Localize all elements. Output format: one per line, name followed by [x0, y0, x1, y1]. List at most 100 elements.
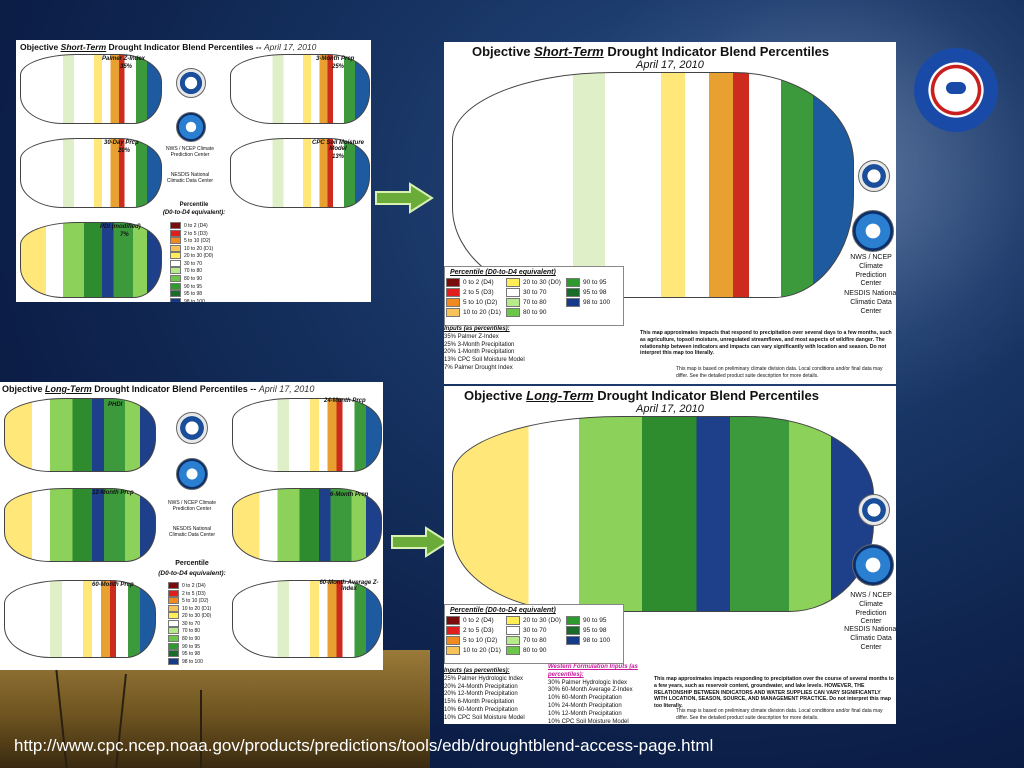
- map-label: 60-Month Average Z-Index: [319, 580, 379, 592]
- input-item: 10% CPC Soil Moisture Model: [548, 718, 629, 724]
- map-60month: [4, 580, 156, 658]
- legend-label: 30 to 70: [523, 627, 547, 635]
- legend-swatch: [506, 307, 520, 317]
- input-item: 10% 24-Month Precipitation: [548, 702, 622, 709]
- legend-swatch: [168, 589, 179, 597]
- legend-swatch: [506, 645, 520, 655]
- legend-swatch: [566, 278, 580, 287]
- legend-item: 5 to 10 (D2): [446, 297, 502, 308]
- noaa-logo-icon: [852, 210, 894, 252]
- legend-item: 2 to 5 (D3): [446, 287, 502, 298]
- map-label: 60-Month Prcp: [92, 582, 134, 588]
- legend-swatch: [506, 625, 520, 635]
- legend-label: 20 to 30 (D0): [182, 613, 212, 620]
- legend-label: 10 to 20 (D1): [463, 647, 501, 655]
- panel-title: Objective Long-Term Drought Indicator Bl…: [2, 384, 315, 394]
- legend-label: 2 to 5 (D3): [184, 230, 208, 237]
- description: This map approximates impacts that respo…: [640, 330, 892, 357]
- input-item: 10% CPC Soil Moisture Model: [444, 714, 525, 721]
- map-30day: [20, 138, 162, 208]
- legend-swatch: [170, 259, 181, 267]
- legend-swatch: [566, 625, 580, 635]
- legend-item: 95 to 98: [566, 287, 622, 298]
- legend-label: 70 to 80: [182, 628, 201, 635]
- org-ncdc: NESDIS National Climatic Data Center: [166, 172, 214, 185]
- map-pct: 25%: [332, 64, 345, 70]
- legend-swatch: [506, 287, 520, 297]
- map-pct: 7%: [120, 232, 129, 238]
- legend-item: 10 to 20 (D1): [446, 645, 502, 656]
- map-24month: [232, 398, 382, 472]
- inputs-list: Inputs (as percentiles): 25% Palmer Hydr…: [444, 668, 525, 723]
- legend-item: 20 to 30 (D0): [170, 252, 213, 260]
- legend-swatch: [170, 252, 181, 260]
- short-term-components-panel: Objective Short-Term Drought Indicator B…: [16, 40, 371, 302]
- legend-label: 5 to 10 (D2): [182, 597, 209, 604]
- map-label: PDI (modified): [100, 224, 141, 230]
- legend-title: Percentile: [179, 202, 209, 208]
- legend-label: 2 to 5 (D3): [182, 590, 206, 597]
- legend-label: 0 to 2 (D4): [463, 279, 494, 287]
- legend-swatch: [506, 297, 520, 307]
- legend-label: 95 to 98: [182, 651, 201, 658]
- legend-item: 0 to 2 (D4): [170, 222, 213, 230]
- noaa-logo-icon: [176, 112, 206, 142]
- legend-label: 98 to 100: [583, 637, 611, 645]
- legend-item: 10 to 20 (D1): [170, 244, 213, 253]
- legend-swatch: [168, 635, 179, 643]
- legend-swatch: [170, 229, 181, 237]
- legend-item: 30 to 70: [170, 259, 213, 268]
- legend-item: 30 to 70: [506, 287, 562, 298]
- legend-swatch: [506, 635, 520, 645]
- dept-commerce-seal-icon: [858, 494, 890, 526]
- map-6month: [232, 488, 382, 562]
- map-phdi: [4, 398, 156, 472]
- legend-item: 30 to 70: [168, 619, 211, 628]
- legend: 0 to 2 (D4) 2 to 5 (D3) 5 to 10 (D2) 10 to …: [168, 582, 211, 665]
- panel-date: April 17, 2010: [636, 403, 704, 415]
- map-60month-z: [232, 580, 382, 658]
- legend-swatch: [170, 275, 181, 283]
- legend-item: 90 to 95: [170, 282, 213, 291]
- legend-item: 2 to 5 (D3): [170, 229, 213, 238]
- legend-swatch: [566, 616, 580, 625]
- legend-label: 20 to 30 (D0): [523, 617, 561, 625]
- input-item: 10% 12-Month Precipitation: [548, 710, 622, 717]
- legend-item: 5 to 10 (D2): [446, 635, 502, 646]
- legend-label: 90 to 95: [182, 643, 201, 650]
- map-3month: [230, 54, 370, 124]
- legend-swatch: [446, 635, 460, 645]
- legend-item: 90 to 95: [566, 278, 622, 288]
- legend-label: 5 to 10 (D2): [184, 237, 211, 244]
- legend-label: 95 to 98: [184, 291, 203, 298]
- map-soil-moisture: [230, 138, 370, 208]
- legend-swatch: [446, 645, 460, 655]
- legend-swatch: [168, 597, 179, 605]
- legend: 0 to 2 (D4) 2 to 5 (D3) 5 to 10 (D2) 10 to …: [446, 616, 622, 662]
- noaa-logo-icon: [176, 458, 208, 490]
- legend-swatch: [170, 222, 181, 229]
- legend: 0 to 2 (D4) 2 to 5 (D3) 5 to 10 (D2) 10 to …: [170, 222, 213, 302]
- data-note: This map is based on preliminary climate…: [676, 708, 883, 721]
- legend-item: 5 to 10 (D2): [168, 597, 211, 605]
- legend-swatch: [168, 642, 179, 650]
- legend-swatch: [170, 282, 181, 290]
- legend-label: 2 to 5 (D3): [463, 627, 494, 635]
- data-note: This map is based on preliminary climate…: [676, 366, 883, 379]
- map-palmer-z: [20, 54, 162, 124]
- noaa-logo-icon: [852, 544, 894, 586]
- legend-box: [444, 266, 624, 326]
- arrow-right-icon: [391, 526, 450, 558]
- legend-item: 30 to 70: [506, 625, 562, 636]
- source-url-link[interactable]: http://www.cpc.ncep.noaa.gov/products/pr…: [14, 736, 714, 755]
- input-item: 20% 12-Month Precipitation: [444, 691, 518, 698]
- legend-item: 20 to 30 (D0): [168, 612, 211, 620]
- legend-box: [444, 604, 624, 664]
- legend-swatch: [170, 267, 181, 275]
- legend-label: 0 to 2 (D4): [182, 582, 206, 589]
- legend: 0 to 2 (D4) 2 to 5 (D3) 5 to 10 (D2) 10 to …: [446, 278, 622, 324]
- legend-swatch: [168, 657, 179, 665]
- org-ncdc: NESDIS National Climatic Data Center: [844, 626, 896, 651]
- input-item: 10% 60-Month Precipitation: [444, 706, 518, 713]
- legend-swatch: [168, 582, 179, 589]
